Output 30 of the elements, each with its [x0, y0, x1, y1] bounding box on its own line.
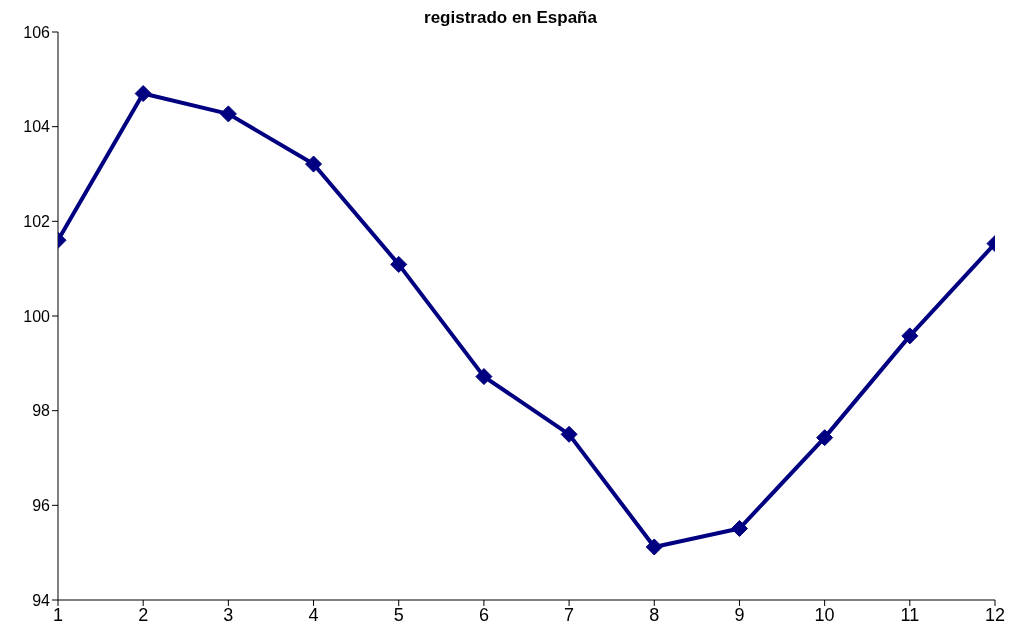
point — [305, 155, 323, 173]
point — [816, 429, 834, 447]
y-tick-label: 94 — [32, 591, 51, 609]
x-tick-label: 8 — [649, 604, 660, 625]
x-tick-label: 9 — [734, 604, 745, 625]
x-tick-label: 2 — [138, 604, 149, 625]
point — [901, 327, 919, 345]
chart-title: registrado en España — [424, 8, 597, 27]
point — [560, 425, 578, 443]
y-tick-label: 106 — [23, 23, 51, 41]
y-tick-label: 104 — [23, 118, 51, 136]
point — [730, 520, 748, 538]
y-tick-label: 100 — [23, 307, 51, 325]
point — [645, 538, 663, 556]
x-tick-label: 6 — [478, 604, 489, 625]
y-tick-label: 102 — [23, 213, 51, 231]
x-tick-label: 3 — [223, 604, 234, 625]
point — [390, 255, 408, 273]
x-tick-label: 12 — [984, 604, 1006, 625]
x-tick-label: 4 — [308, 604, 319, 625]
x-tick-label: 10 — [814, 604, 835, 625]
x-tick-label: 1 — [52, 604, 64, 625]
y-tick-label: 98 — [32, 402, 51, 420]
x-tick-label: 11 — [900, 604, 920, 625]
point — [475, 368, 493, 386]
x-tick-label: 7 — [564, 604, 575, 625]
point — [219, 105, 237, 123]
y-tick-label: 96 — [32, 497, 51, 515]
point — [134, 85, 152, 103]
x-tick-label: 5 — [393, 604, 404, 625]
